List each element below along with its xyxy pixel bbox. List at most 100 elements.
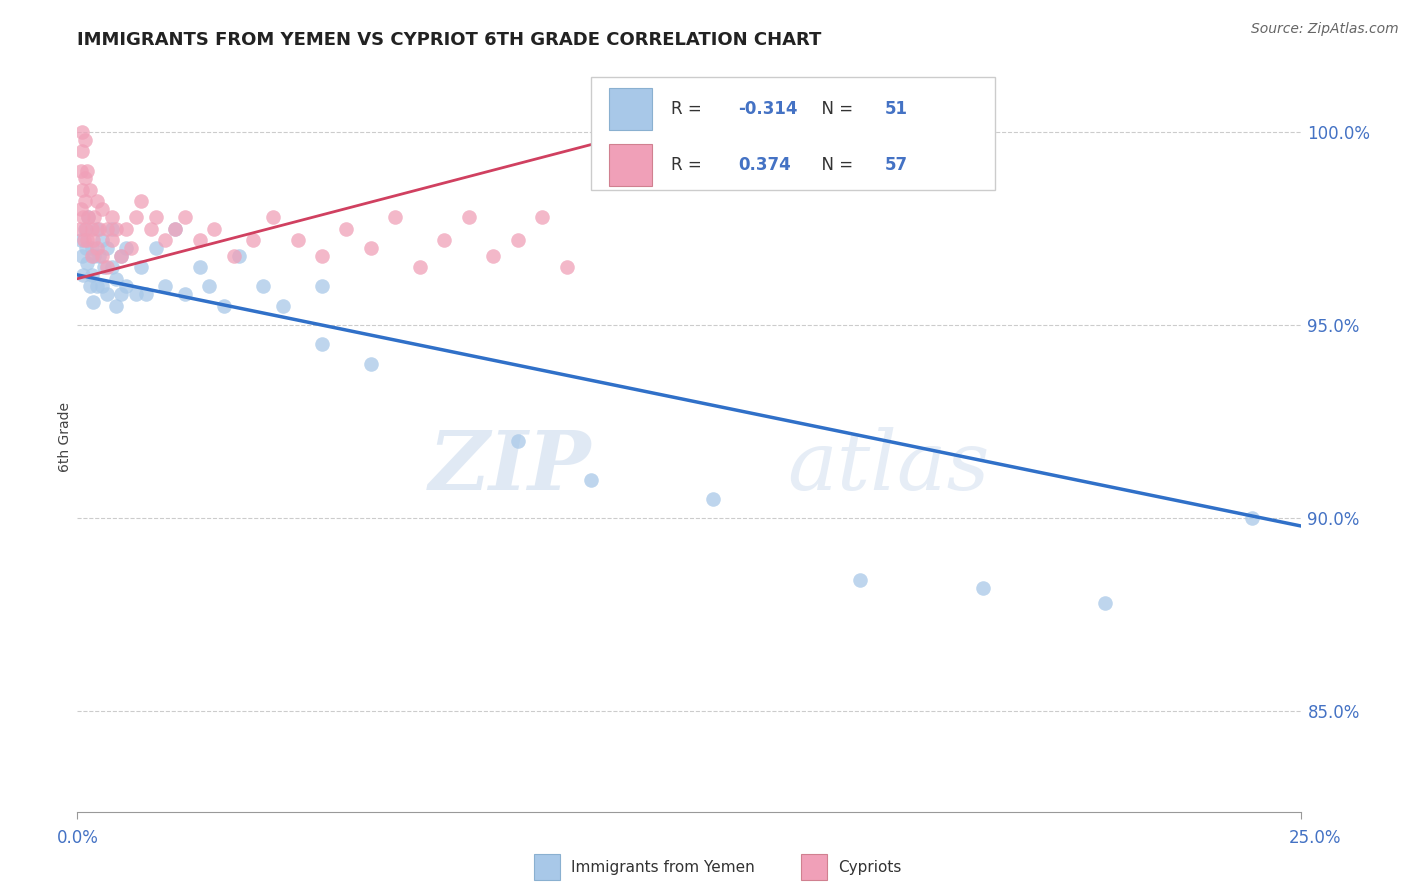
Point	[188, 233, 211, 247]
Bar	[609, 88, 652, 129]
Point	[1240, 511, 1263, 525]
Point	[75, 241, 97, 255]
Text: IMMIGRANTS FROM YEMEN VS CYPRIOT 6TH GRADE CORRELATION CHART: IMMIGRANTS FROM YEMEN VS CYPRIOT 6TH GRA…	[77, 31, 821, 49]
Text: 51: 51	[884, 100, 908, 118]
Point	[80, 268, 103, 282]
Point	[145, 210, 167, 224]
Point	[83, 210, 105, 224]
Point	[506, 434, 529, 448]
Point	[76, 163, 98, 178]
Text: Source: ZipAtlas.com: Source: ZipAtlas.com	[1251, 22, 1399, 37]
Point	[252, 279, 274, 293]
Text: atlas: atlas	[787, 427, 990, 507]
Point	[73, 133, 96, 147]
Point	[105, 271, 128, 285]
Point	[188, 260, 211, 274]
Point	[75, 194, 97, 209]
Point	[228, 248, 250, 262]
Point	[86, 279, 108, 293]
Point	[139, 221, 162, 235]
Text: -0.314: -0.314	[738, 100, 797, 118]
Point	[335, 221, 357, 235]
Point	[972, 581, 994, 595]
Point	[73, 171, 96, 186]
Point	[90, 202, 112, 217]
Point	[202, 221, 225, 235]
Point	[76, 233, 98, 247]
Point	[457, 210, 479, 224]
Point	[311, 337, 333, 351]
Point	[75, 221, 97, 235]
Point	[72, 210, 94, 224]
Point	[555, 260, 578, 274]
Text: R =: R =	[671, 100, 707, 118]
Point	[73, 233, 96, 247]
Text: 25.0%: 25.0%	[1288, 829, 1341, 847]
Text: Cypriots: Cypriots	[838, 860, 901, 874]
Point	[86, 194, 108, 209]
Point	[129, 194, 152, 209]
Point	[120, 241, 142, 255]
Point	[77, 210, 100, 224]
Point	[100, 233, 122, 247]
Point	[70, 145, 93, 159]
Point	[115, 279, 138, 293]
Point	[311, 248, 333, 262]
Point	[145, 241, 167, 255]
Point	[82, 294, 104, 309]
Y-axis label: 6th Grade: 6th Grade	[58, 402, 72, 472]
Point	[125, 210, 148, 224]
Point	[287, 233, 309, 247]
Text: Immigrants from Yemen: Immigrants from Yemen	[571, 860, 755, 874]
Point	[579, 473, 602, 487]
Point	[79, 279, 101, 293]
Point	[409, 260, 432, 274]
Point	[433, 233, 456, 247]
Point	[69, 221, 91, 235]
Point	[80, 221, 103, 235]
Point	[73, 221, 96, 235]
Point	[105, 221, 128, 235]
Point	[70, 163, 93, 178]
Point	[115, 241, 138, 255]
Point	[80, 241, 103, 255]
Text: N =: N =	[811, 100, 859, 118]
Point	[89, 221, 111, 235]
Point	[105, 299, 128, 313]
Point	[125, 287, 148, 301]
Point	[69, 202, 91, 217]
Point	[110, 287, 132, 301]
Point	[482, 248, 505, 262]
Point	[70, 125, 93, 139]
Bar	[609, 145, 652, 186]
Point	[174, 210, 197, 224]
Point	[86, 241, 108, 255]
Point	[100, 260, 122, 274]
Point	[72, 268, 94, 282]
Point	[311, 279, 333, 293]
Point	[360, 241, 382, 255]
Point	[90, 248, 112, 262]
Point	[165, 221, 187, 235]
Point	[129, 260, 152, 274]
Point	[79, 183, 101, 197]
Point	[115, 221, 138, 235]
Text: 0.374: 0.374	[738, 156, 790, 174]
Point	[96, 287, 118, 301]
Point	[77, 210, 100, 224]
Point	[198, 279, 221, 293]
Point	[222, 248, 245, 262]
Point	[90, 279, 112, 293]
Point	[384, 210, 406, 224]
Point	[155, 279, 177, 293]
Point	[531, 210, 554, 224]
Point	[89, 248, 111, 262]
Point	[212, 299, 235, 313]
Point	[96, 221, 118, 235]
Point	[90, 233, 112, 247]
Text: N =: N =	[811, 156, 859, 174]
Point	[242, 233, 264, 247]
Point	[96, 260, 118, 274]
Point	[506, 233, 529, 247]
Point	[93, 260, 115, 274]
